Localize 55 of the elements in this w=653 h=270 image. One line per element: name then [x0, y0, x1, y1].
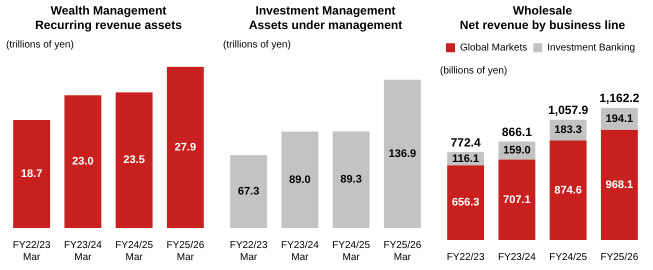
data-label: 183.3: [554, 124, 582, 136]
bar: [384, 80, 421, 228]
data-label: 67.3: [238, 186, 260, 198]
data-label: 116.1: [452, 152, 480, 165]
data-label: 136.9: [388, 148, 416, 160]
text: (trillions of yen): [6, 40, 74, 51]
bar: [550, 140, 587, 240]
bar: [332, 131, 370, 228]
data-label: 27.9: [174, 141, 196, 154]
bar: [447, 165, 484, 240]
data-label: 707.1: [503, 194, 531, 206]
data-label: 874.6: [554, 184, 582, 196]
data-label: 159.0: [503, 144, 531, 157]
data-label: 23.0: [72, 156, 94, 168]
x-tick-label: FY25/26 Mar: [166, 240, 205, 263]
data-label: 23.5: [123, 154, 145, 166]
bar: [166, 66, 204, 228]
text: (billions of yen): [440, 66, 508, 77]
data-label: 89.0: [289, 174, 311, 186]
x-tick-label: FY24/25 Mar: [115, 240, 154, 263]
x-tick-label: FY25/26: [600, 252, 639, 263]
total-label: 772.4: [450, 135, 481, 150]
data-label: 968.1: [606, 178, 634, 191]
chart-subtitle: Net revenue by business line: [460, 18, 626, 32]
x-tick-label: FY23/24 Mar: [64, 240, 102, 263]
bar: [116, 92, 153, 228]
total-label: 1,162.2: [599, 91, 640, 106]
chart-subtitle: Recurring revenue assets: [35, 18, 182, 32]
chart-title: Investment Management: [255, 4, 396, 18]
chart-title: Wealth Management: [50, 4, 166, 18]
data-label: 656.3: [452, 196, 480, 209]
data-label: 194.1: [606, 112, 634, 125]
x-tick-label: FY23/24 Mar: [280, 240, 320, 263]
x-tick-label: FY22/23 Mar: [12, 240, 51, 263]
legend-label: Global Markets: [460, 42, 528, 54]
bar: [64, 95, 102, 228]
bar: [13, 120, 50, 228]
x-tick-label: FY23/24: [498, 252, 536, 263]
bar: [600, 130, 638, 240]
bar: [498, 160, 536, 240]
total-label: 866.1: [502, 124, 532, 139]
legend-label: Investment Banking: [547, 42, 636, 54]
bar: [230, 155, 268, 228]
x-tick-label: FY24/25 Mar: [332, 240, 370, 263]
x-tick-label: FY22/23: [446, 252, 485, 263]
x-tick-label: FY22/23 Mar: [230, 240, 268, 263]
chart-subtitle: Assets under management: [248, 18, 402, 32]
total-label: 1,057.9: [548, 103, 588, 118]
chart-title: Wholesale: [512, 4, 572, 18]
data-label: 89.3: [340, 174, 362, 186]
data-label: 18.7: [20, 168, 42, 180]
x-tick-label: FY24/25: [549, 252, 588, 263]
x-tick-label: FY25/26 Mar: [383, 240, 422, 263]
bar: [281, 132, 318, 228]
text: (trillions of yen): [223, 40, 291, 51]
